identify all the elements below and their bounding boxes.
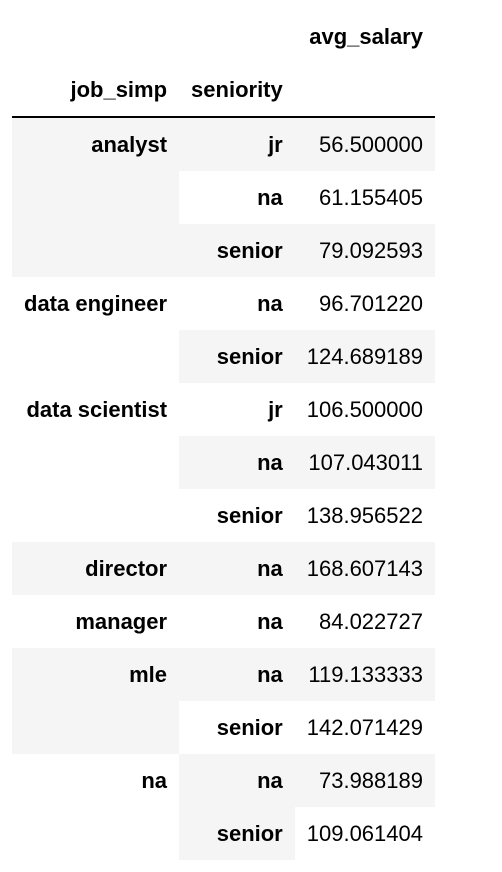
avg-salary-cell: 79.092593: [294, 224, 435, 277]
avg-salary-cell: 142.071429: [306, 715, 423, 740]
index-job-simp-cell: analyst: [12, 117, 180, 277]
table-row: manager na 84.022727: [12, 595, 435, 648]
table-row: data scientist jr 106.500000: [12, 383, 435, 542]
dataframe-table: avg_salary job_simp seniority analyst jr…: [12, 10, 435, 860]
avg-salary-cell: 124.689189: [294, 330, 435, 383]
table-row: senior 138.956522: [12, 489, 435, 542]
avg-salary-cell: 119.133333: [294, 648, 435, 701]
blank-header-cell: [294, 63, 435, 118]
avg-salary-cell: 106.500000: [306, 397, 423, 422]
index-name-seniority: seniority: [179, 63, 295, 118]
avg-salary-cell: 73.988189: [294, 754, 435, 807]
avg-salary-cell: 56.500000: [294, 117, 435, 171]
index-job-simp-cell: data scientist: [12, 383, 180, 542]
table-row: data engineer na 96.701220: [12, 277, 435, 383]
index-seniority-cell: senior: [179, 224, 295, 277]
index-seniority-cell: na: [257, 185, 283, 210]
table-row: senior 79.092593: [12, 224, 435, 277]
index-job-simp-cell: na: [12, 754, 180, 860]
table-row: senior 109.061404: [12, 807, 435, 860]
table-row: senior 124.689189: [12, 330, 435, 383]
index-seniority-cell: senior: [216, 715, 283, 740]
avg-salary-cell: 168.607143: [294, 542, 435, 595]
index-job-simp-cell: manager: [12, 595, 180, 648]
table-row: director na 168.607143: [12, 542, 435, 595]
index-seniority-cell: na: [257, 609, 283, 634]
column-header-row: avg_salary: [12, 10, 435, 63]
index-job-simp-cell: mle: [12, 648, 180, 754]
table-row: na 107.043011: [12, 436, 435, 489]
table-header: avg_salary job_simp seniority: [12, 10, 435, 118]
avg-salary-cell: 109.061404: [294, 807, 435, 860]
table-row: senior 142.071429: [12, 701, 435, 754]
table-body: analyst jr 56.500000 na 61.155405 senior…: [12, 117, 435, 860]
table-row: mle na 119.133333: [12, 648, 435, 754]
column-header-avg-salary: avg_salary: [294, 10, 435, 63]
index-seniority-cell: senior: [179, 807, 295, 860]
table-row: analyst jr 56.500000: [12, 117, 435, 277]
table-row: na 61.155405: [12, 171, 435, 224]
index-names-row: job_simp seniority: [12, 63, 435, 118]
avg-salary-cell: 138.956522: [306, 503, 423, 528]
index-seniority-cell: na: [257, 291, 283, 316]
index-seniority-cell: senior: [179, 330, 295, 383]
index-seniority-cell: jr: [179, 117, 295, 171]
blank-header-cell: [12, 10, 180, 63]
index-name-job-simp: job_simp: [12, 63, 180, 118]
blank-header-cell: [179, 10, 295, 63]
index-seniority-cell: na: [179, 754, 295, 807]
avg-salary-cell: 84.022727: [318, 609, 423, 634]
avg-salary-cell: 96.701220: [318, 291, 423, 316]
index-job-simp-cell: data engineer: [12, 277, 180, 383]
avg-salary-cell: 107.043011: [294, 436, 435, 489]
index-seniority-cell: jr: [268, 397, 283, 422]
avg-salary-cell: 61.155405: [318, 185, 423, 210]
index-seniority-cell: na: [179, 542, 295, 595]
table-row: na na 73.988189: [12, 754, 435, 860]
index-seniority-cell: na: [179, 648, 295, 701]
index-seniority-cell: senior: [216, 503, 283, 528]
index-job-simp-cell: director: [12, 542, 180, 595]
index-seniority-cell: na: [179, 436, 295, 489]
